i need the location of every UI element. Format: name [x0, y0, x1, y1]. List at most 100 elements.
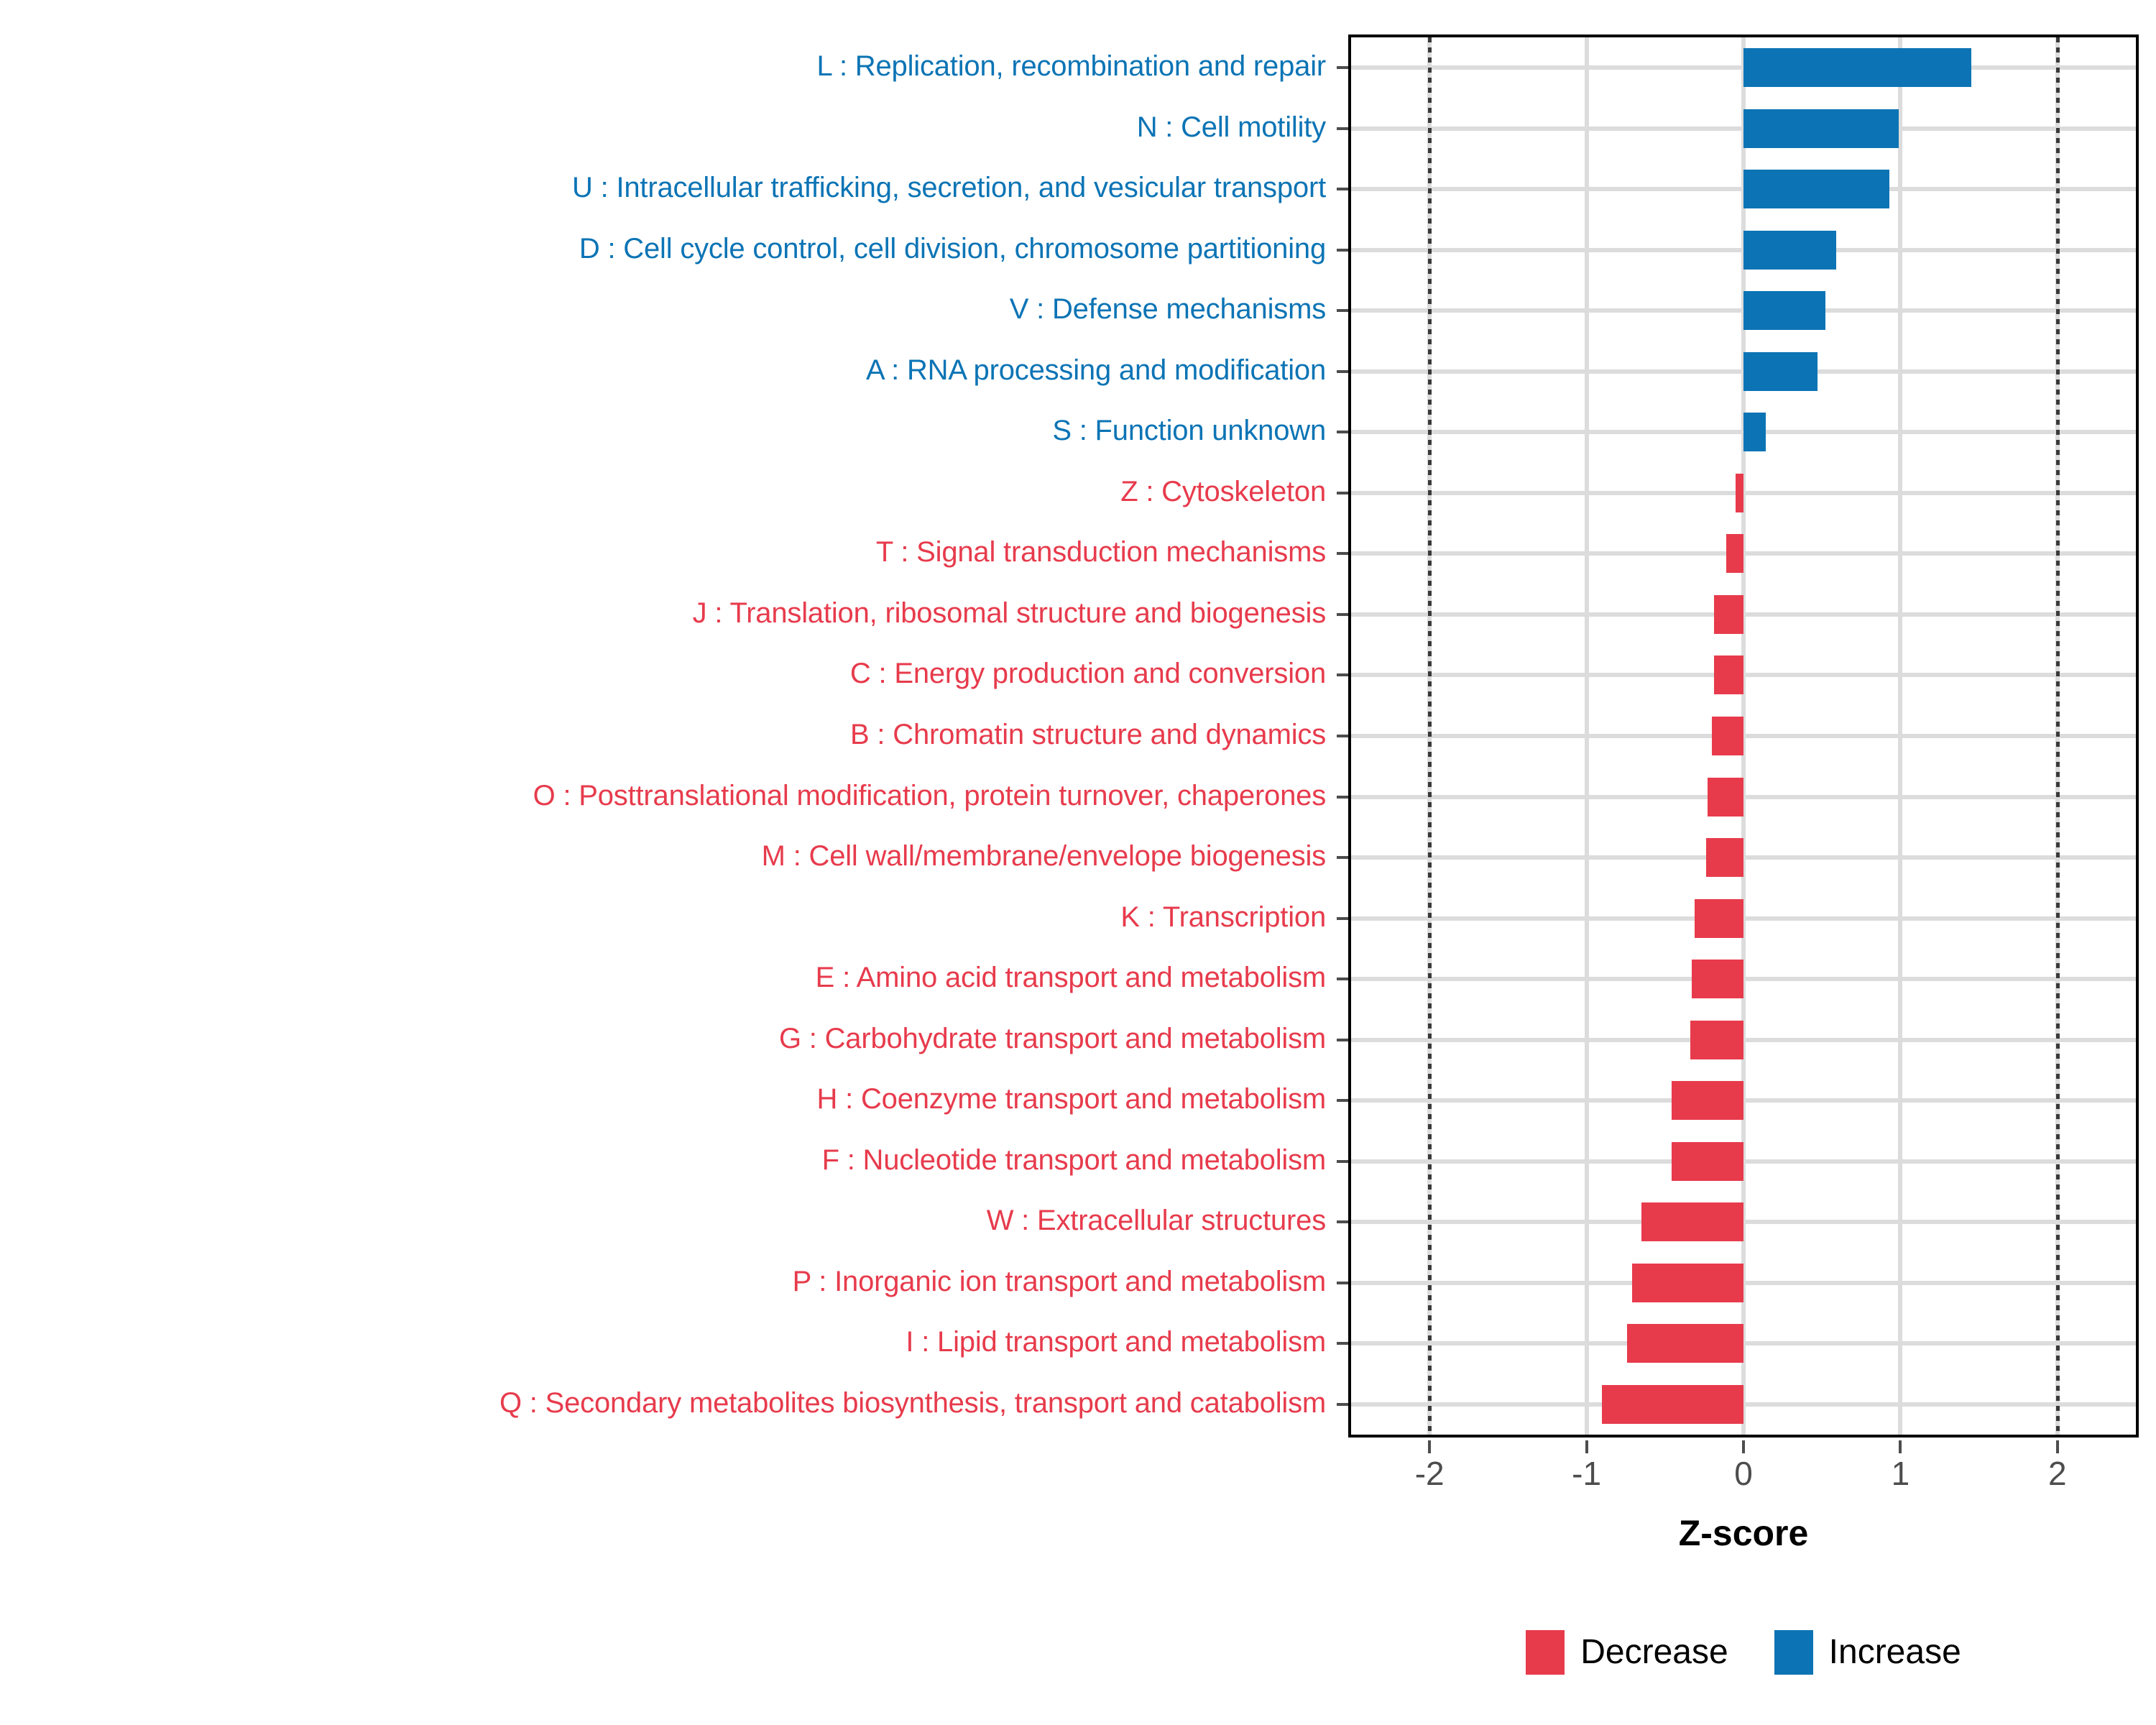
- category-label-text: B : Chromatin structure and dynamics: [850, 719, 1326, 750]
- legend-swatch-increase: [1774, 1630, 1813, 1675]
- category-label-g: G : Carbohydrate transport and metabolis…: [0, 1024, 1326, 1053]
- y-tick-mark: [1337, 1038, 1348, 1041]
- category-label-m: M : Cell wall/membrane/envelope biogenes…: [0, 840, 1327, 873]
- y-tick-mark: [1337, 1281, 1348, 1284]
- category-label-a: A : RNA processing and modification: [0, 356, 1326, 385]
- bar-p[interactable]: [1631, 1263, 1743, 1302]
- bar-u[interactable]: [1743, 170, 1890, 209]
- category-label-s: S : Function unknown: [0, 416, 1326, 445]
- y-tick-mark: [1337, 1342, 1348, 1346]
- bar-m[interactable]: [1705, 838, 1743, 878]
- category-label-text: J : Translation, ribosomal structure and…: [692, 597, 1327, 629]
- bar-f[interactable]: [1671, 1141, 1743, 1181]
- category-label-f: F : Nucleotide transport and metabolism: [0, 1144, 1327, 1176]
- y-tick-mark: [1337, 1159, 1348, 1163]
- x-tick-mark: [1428, 1440, 1432, 1453]
- bar-d[interactable]: [1743, 230, 1836, 270]
- category-label-e: E : Amino acid transport and metabolism: [0, 962, 1327, 994]
- category-label-text: G : Carbohydrate transport and metabolis…: [778, 1022, 1326, 1054]
- legend-label: Increase: [1828, 1633, 1961, 1671]
- category-label-text: I : Lipid transport and metabolism: [906, 1326, 1326, 1358]
- category-label-text: A : RNA processing and modification: [865, 354, 1326, 386]
- category-label-text: Q : Secondary metabolites biosynthesis, …: [499, 1386, 1326, 1419]
- category-label-d: D : Cell cycle control, cell division, c…: [0, 234, 1326, 263]
- category-label-text: C : Energy production and conversion: [849, 658, 1326, 690]
- bar-v[interactable]: [1743, 291, 1825, 331]
- category-label-l: L : Replication, recombination and repai…: [0, 50, 1327, 83]
- y-tick-mark: [1337, 66, 1348, 70]
- bar-e[interactable]: [1691, 960, 1743, 999]
- x-tick-label: 1: [1891, 1455, 1910, 1492]
- y-tick-mark: [1337, 309, 1348, 313]
- category-label-text: V : Defense mechanisms: [1009, 293, 1326, 326]
- y-tick-mark: [1337, 491, 1348, 494]
- y-tick-mark: [1337, 978, 1348, 981]
- bar-o[interactable]: [1707, 777, 1743, 816]
- bar-z[interactable]: [1736, 473, 1743, 512]
- category-label-text: L : Replication, recombination and repai…: [816, 50, 1327, 83]
- y-tick-mark: [1337, 1402, 1348, 1406]
- y-tick-mark: [1337, 552, 1348, 556]
- bar-a[interactable]: [1743, 351, 1818, 391]
- y-tick-mark: [1337, 795, 1348, 799]
- x-tick-label: 2: [2048, 1455, 2067, 1492]
- category-label-u: U : Intracellular trafficking, secretion…: [0, 173, 1326, 202]
- y-tick-mark: [1337, 188, 1348, 191]
- category-label-text: E : Amino acid transport and metabolism: [815, 962, 1327, 994]
- y-tick-mark: [1337, 126, 1348, 130]
- category-label-t: T : Signal transduction mechanisms: [0, 538, 1326, 566]
- x-tick-mark: [1585, 1440, 1588, 1453]
- x-tick-mark: [2055, 1440, 2059, 1453]
- bar-k[interactable]: [1695, 898, 1743, 938]
- category-label-text: M : Cell wall/membrane/envelope biogenes…: [761, 840, 1327, 873]
- bar-s[interactable]: [1743, 413, 1766, 452]
- category-label-text: S : Function unknown: [1052, 415, 1326, 447]
- category-label-text: O : Posttranslational modification, prot…: [533, 779, 1327, 811]
- y-tick-mark: [1337, 916, 1348, 920]
- legend-label: Decrease: [1580, 1633, 1728, 1671]
- category-label-p: P : Inorganic ion transport and metaboli…: [0, 1265, 1327, 1297]
- category-label-text: H : Coenzyme transport and metabolism: [816, 1083, 1327, 1116]
- legend-item-increase[interactable]: Increase: [1774, 1630, 1961, 1675]
- y-tick-mark: [1337, 369, 1348, 373]
- legend: Decrease Increase: [1348, 1630, 2139, 1675]
- bar-h[interactable]: [1671, 1081, 1743, 1121]
- legend-item-decrease[interactable]: Decrease: [1526, 1630, 1728, 1675]
- bar-t[interactable]: [1726, 534, 1743, 574]
- vertical-gridline: [1898, 37, 1903, 1435]
- bar-q[interactable]: [1602, 1384, 1743, 1424]
- x-tick-label: -2: [1414, 1455, 1445, 1492]
- bar-g[interactable]: [1690, 1020, 1743, 1059]
- category-label-text: N : Cell motility: [1136, 111, 1327, 143]
- category-label-v: V : Defense mechanisms: [0, 295, 1326, 323]
- bar-l[interactable]: [1743, 48, 1971, 88]
- category-label-j: J : Translation, ribosomal structure and…: [0, 597, 1327, 629]
- bar-n[interactable]: [1743, 109, 1899, 148]
- plot-inner: [1351, 37, 2136, 1435]
- category-label-k: K : Transcription: [0, 903, 1326, 932]
- category-label-text: U : Intracellular trafficking, secretion…: [572, 172, 1326, 204]
- y-tick-mark: [1337, 248, 1348, 252]
- x-tick-mark: [1742, 1440, 1745, 1453]
- category-label-text: D : Cell cycle control, cell division, c…: [579, 232, 1326, 264]
- category-label-text: W : Extracellular structures: [986, 1205, 1326, 1237]
- category-label-h: H : Coenzyme transport and metabolism: [0, 1083, 1327, 1116]
- category-label-text: K : Transcription: [1120, 901, 1326, 933]
- x-tick-label: -1: [1572, 1455, 1602, 1492]
- category-label-text: F : Nucleotide transport and metabolism: [821, 1144, 1327, 1176]
- category-label-text: Z : Cytoskeleton: [1120, 475, 1326, 507]
- category-label-text: P : Inorganic ion transport and metaboli…: [792, 1265, 1327, 1297]
- legend-swatch-decrease: [1526, 1630, 1565, 1675]
- x-tick-mark: [1899, 1440, 1902, 1453]
- bar-w[interactable]: [1641, 1202, 1743, 1242]
- category-label-i: I : Lipid transport and metabolism: [0, 1328, 1326, 1356]
- bar-j[interactable]: [1713, 594, 1743, 634]
- bar-c[interactable]: [1713, 656, 1743, 695]
- bar-i[interactable]: [1627, 1324, 1743, 1363]
- plot-panel: [1348, 34, 2139, 1438]
- bar-b[interactable]: [1712, 717, 1743, 755]
- category-label-w: W : Extracellular structures: [0, 1206, 1326, 1235]
- category-label-column: L : Replication, recombination and repai…: [0, 34, 1326, 1438]
- y-tick-mark: [1337, 856, 1348, 860]
